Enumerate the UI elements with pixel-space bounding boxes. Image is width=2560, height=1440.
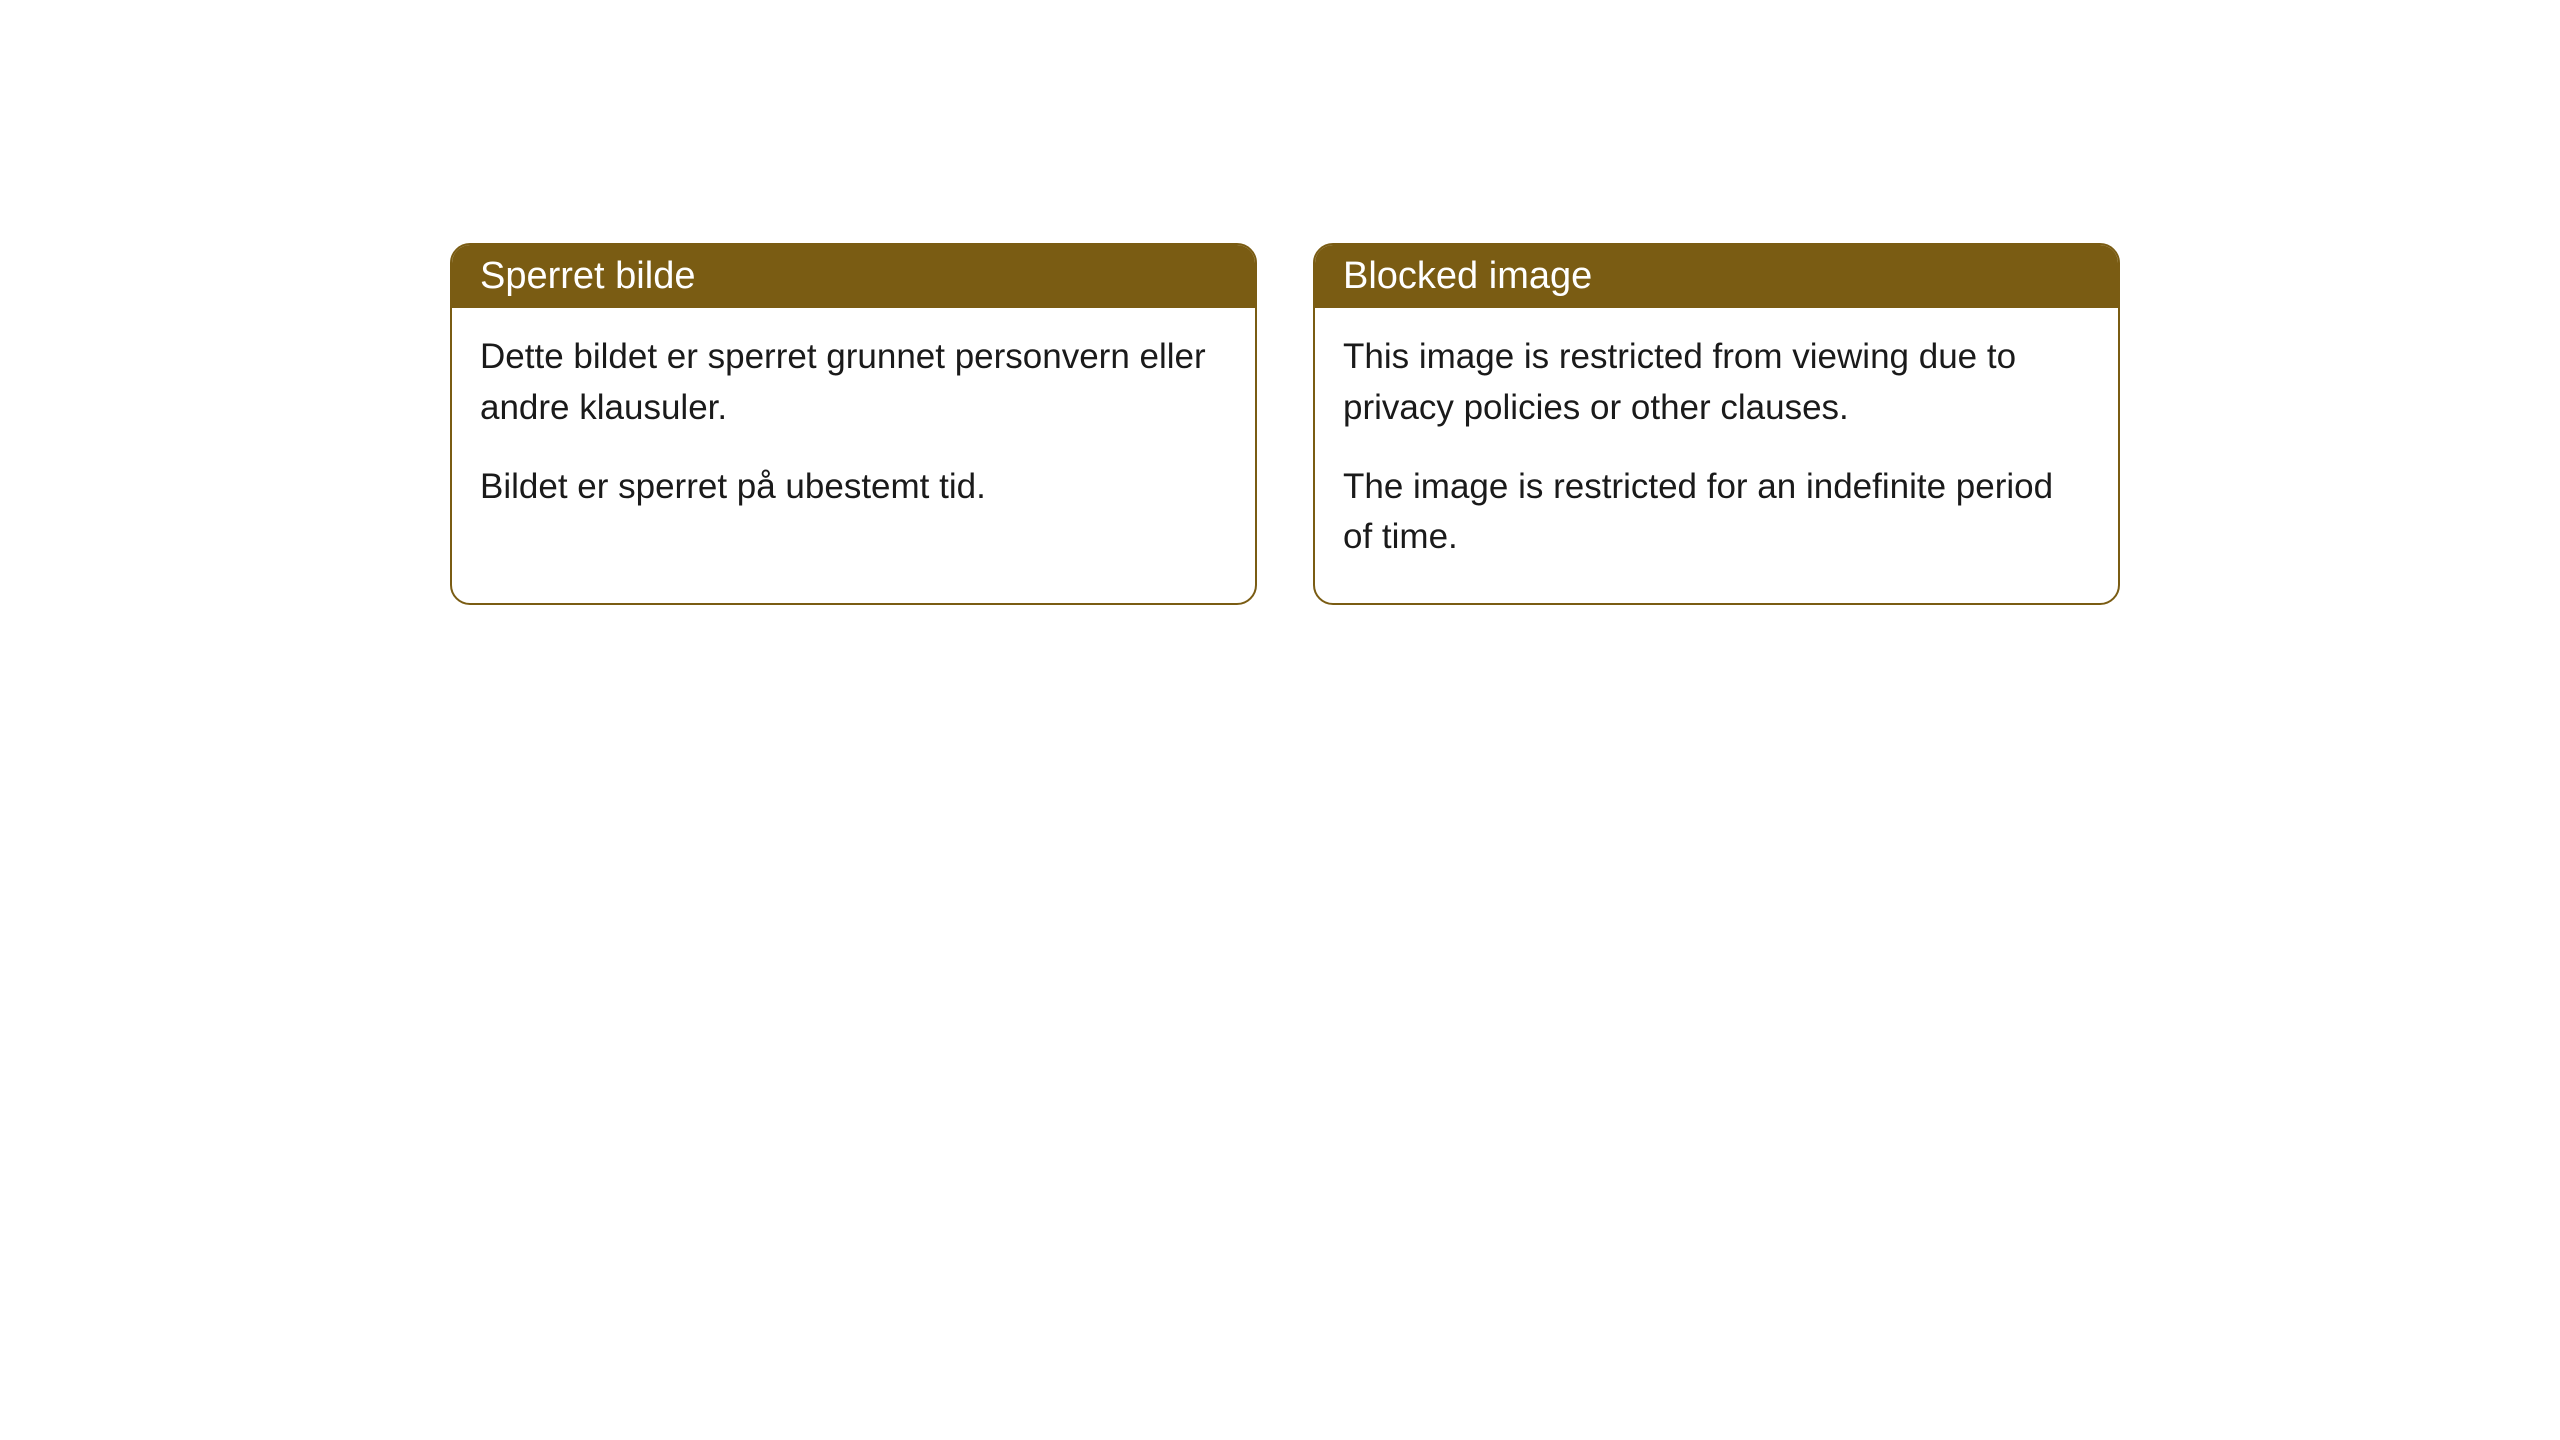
card-header: Sperret bilde bbox=[452, 245, 1255, 308]
card-header: Blocked image bbox=[1315, 245, 2118, 308]
card-paragraph: Bildet er sperret på ubestemt tid. bbox=[480, 462, 1227, 513]
card-paragraph: This image is restricted from viewing du… bbox=[1343, 332, 2090, 434]
card-paragraph: The image is restricted for an indefinit… bbox=[1343, 462, 2090, 564]
card-body: Dette bildet er sperret grunnet personve… bbox=[452, 308, 1255, 552]
card-paragraph: Dette bildet er sperret grunnet personve… bbox=[480, 332, 1227, 434]
card-body: This image is restricted from viewing du… bbox=[1315, 308, 2118, 603]
notice-card-norwegian: Sperret bilde Dette bildet er sperret gr… bbox=[450, 243, 1257, 605]
notice-cards-container: Sperret bilde Dette bildet er sperret gr… bbox=[0, 0, 2560, 605]
notice-card-english: Blocked image This image is restricted f… bbox=[1313, 243, 2120, 605]
